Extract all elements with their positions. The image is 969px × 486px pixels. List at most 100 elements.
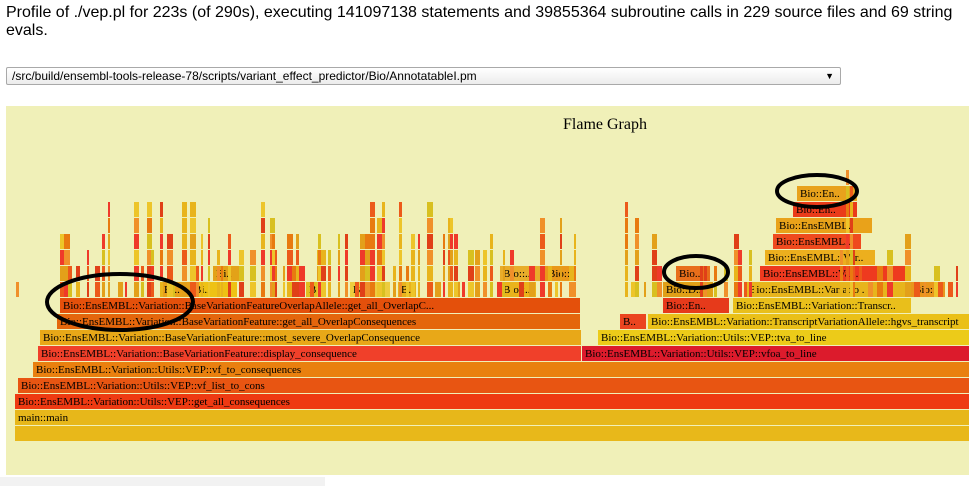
flame-frame-small[interactable] [151, 282, 154, 297]
flame-frame-small[interactable] [846, 266, 849, 281]
flame-frame[interactable] [57, 314, 580, 329]
flame-frame-small[interactable] [160, 218, 163, 233]
flame-frame-small[interactable] [318, 234, 321, 249]
flame-frame-small[interactable] [151, 250, 154, 265]
flame-frame-small[interactable] [134, 202, 139, 217]
flame-frame-small[interactable] [555, 282, 558, 297]
flame-frame-small[interactable] [569, 282, 574, 297]
flame-frame-small[interactable] [208, 234, 210, 249]
flame-frame-small[interactable] [228, 234, 231, 249]
flame-frame-small[interactable] [738, 266, 742, 281]
flame-frame-small[interactable] [734, 266, 739, 281]
flame-frame-small[interactable] [956, 282, 958, 297]
flame-frame-small[interactable] [393, 266, 396, 281]
flame-frame-small[interactable] [102, 282, 105, 297]
flame-frame-small[interactable] [377, 234, 383, 249]
flame-frame-small[interactable] [250, 250, 256, 265]
flame-frame-small[interactable] [840, 266, 843, 281]
flame-frame-small[interactable] [167, 266, 173, 281]
flame-frame-small[interactable] [450, 282, 453, 297]
flame-frame-small[interactable] [292, 266, 297, 281]
flame-frame[interactable] [15, 394, 969, 409]
flame-frame-small[interactable] [360, 250, 365, 265]
flame-frame-small[interactable] [560, 234, 562, 249]
flame-frame-small[interactable] [147, 250, 152, 265]
flame-frame-small[interactable] [60, 282, 64, 297]
flame-frame-small[interactable] [134, 218, 139, 233]
source-file-select[interactable]: /src/build/ensembl-tools-release-78/scri… [6, 67, 841, 85]
flame-frame-small[interactable] [519, 282, 524, 297]
flame-frame-small[interactable] [102, 234, 105, 249]
flame-frame-small[interactable] [190, 282, 196, 297]
flame-frame-small[interactable] [355, 282, 359, 297]
flame-frame-small[interactable] [635, 266, 639, 281]
flame-frame[interactable] [582, 346, 969, 361]
flame-frame-small[interactable] [287, 282, 293, 297]
flame-frame-small[interactable] [318, 250, 321, 265]
flame-frame-small[interactable] [625, 266, 628, 281]
flame-frame-small[interactable] [714, 282, 717, 297]
flame-frame-small[interactable] [846, 218, 849, 233]
flame-frame-small[interactable] [182, 266, 187, 281]
flame-frame-small[interactable] [338, 266, 340, 281]
flame-frame-small[interactable] [217, 250, 220, 265]
flame-frame-small[interactable] [274, 250, 277, 265]
flame-frame-small[interactable] [411, 282, 415, 297]
flame-frame-small[interactable] [454, 266, 458, 281]
flame-frame-small[interactable] [296, 266, 299, 281]
flame-frame-small[interactable] [201, 234, 203, 249]
flame-frame-small[interactable] [734, 282, 739, 297]
flame-frame-small[interactable] [652, 250, 657, 265]
flame-frame-small[interactable] [560, 218, 562, 233]
flame-frame-small[interactable] [338, 282, 340, 297]
flame-frame-small[interactable] [905, 282, 911, 297]
flame-frame-small[interactable] [16, 282, 19, 297]
flame-frame-small[interactable] [846, 186, 849, 201]
flame-frame-small[interactable] [635, 282, 639, 297]
flame-frame-small[interactable] [510, 266, 514, 281]
flame-frame[interactable] [40, 330, 581, 345]
flame-frame-small[interactable] [483, 250, 487, 265]
flame-frame-small[interactable] [250, 266, 256, 281]
flame-frame-small[interactable] [418, 250, 420, 265]
flame-frame-small[interactable] [399, 234, 402, 249]
flame-frame-small[interactable] [377, 218, 383, 233]
flame-frame-small[interactable] [377, 266, 383, 281]
flame-frame-small[interactable] [948, 282, 953, 297]
flame-frame-small[interactable] [529, 282, 535, 297]
flame-frame-small[interactable] [321, 282, 326, 297]
flame-frame[interactable] [733, 298, 911, 313]
flame-frame-small[interactable] [399, 218, 402, 233]
flame-frame-small[interactable] [427, 234, 433, 249]
flame-frame-small[interactable] [239, 282, 244, 297]
flame-frame[interactable] [760, 266, 910, 281]
flame-frame-small[interactable] [443, 266, 445, 281]
flame-frame-small[interactable] [345, 234, 348, 249]
flame-frame-small[interactable] [261, 218, 265, 233]
flame-frame-small[interactable] [270, 266, 273, 281]
flame-frame-small[interactable] [850, 202, 853, 217]
flame-frame-small[interactable] [458, 282, 460, 297]
flame-frame-small[interactable] [338, 234, 340, 249]
flame-frame-small[interactable] [345, 266, 348, 281]
flame-frame-small[interactable] [190, 218, 196, 233]
flame-frame-small[interactable] [370, 202, 375, 217]
flame-frame-small[interactable] [118, 282, 123, 297]
flame-frame-small[interactable] [560, 266, 562, 281]
flame-frame-small[interactable] [182, 218, 187, 233]
flame-frame[interactable] [773, 234, 861, 249]
flame-frame-small[interactable] [846, 170, 849, 185]
flame-frame-small[interactable] [427, 202, 433, 217]
flame-frame-small[interactable] [370, 266, 375, 281]
flame-frame-small[interactable] [95, 282, 100, 297]
flame-frame-small[interactable] [382, 234, 385, 249]
flame-frame-small[interactable] [956, 266, 958, 281]
flame-frame-small[interactable] [190, 266, 196, 281]
flame-frame-small[interactable] [540, 234, 545, 249]
flame-frame-small[interactable] [87, 250, 89, 265]
flame-frame-small[interactable] [68, 266, 72, 281]
flame-frame-small[interactable] [228, 282, 231, 297]
flame-frame-small[interactable] [239, 266, 244, 281]
flame-frame-small[interactable] [321, 250, 326, 265]
flame-frame-small[interactable] [905, 234, 911, 249]
